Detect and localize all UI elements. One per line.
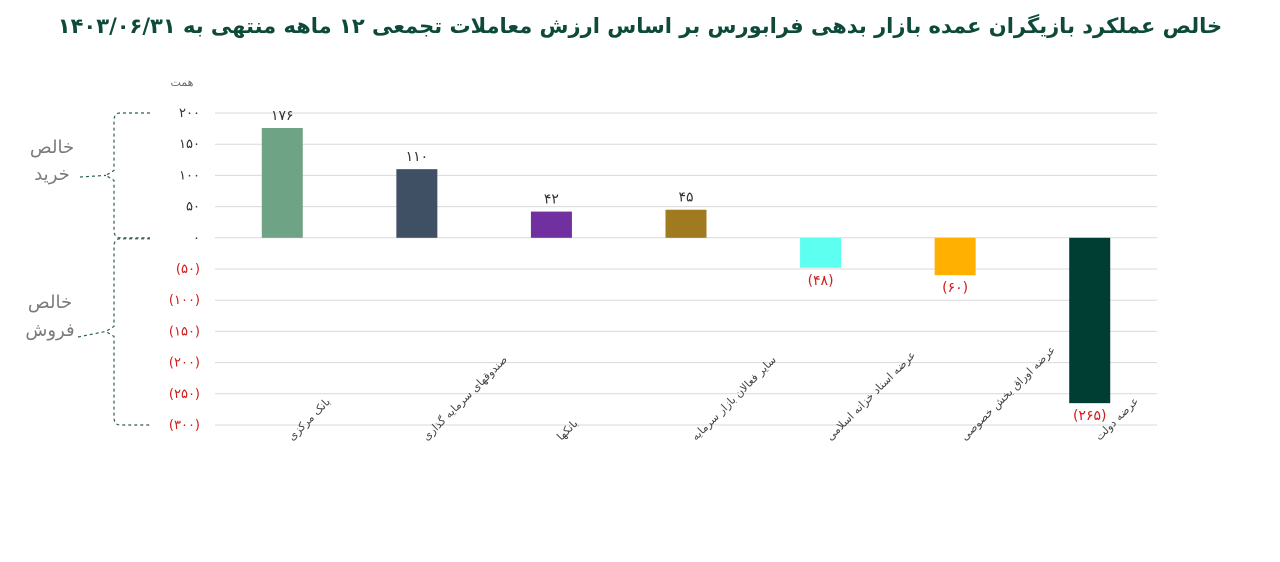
bar	[261, 127, 303, 238]
buy-bracket	[104, 112, 150, 239]
bar-data-label: (۶۰)	[942, 280, 968, 296]
y-tick-label: (۲۰۰)	[169, 356, 200, 371]
category-label: سایر فعالان بازار سرمایه	[689, 353, 779, 443]
buy-connector	[79, 174, 107, 178]
bar	[934, 237, 976, 276]
chart-title: خالص عملکرد بازیگران عمده بازار بدهی فرا…	[57, 14, 1223, 38]
category-label: صندوقهای سرمایه گذاری	[420, 353, 510, 443]
y-tick-label: (۳۰۰)	[169, 418, 200, 433]
buy-annotation-line2: خرید	[34, 164, 70, 185]
y-tick-label: ۲۰۰	[179, 106, 200, 121]
y-tick-label: ۵۰	[186, 200, 200, 215]
category-labels: بانک مرکزی صندوقهای سرمایه گذاری بانکها سای…	[285, 343, 1141, 443]
unit-label: همت	[171, 76, 194, 89]
bar-data-label: ۱۷۶	[271, 108, 294, 124]
y-tick-label: ۰	[193, 231, 200, 246]
bar-data-label: ۴۵	[678, 190, 693, 206]
y-tick-label: (۵۰)	[176, 262, 200, 277]
bars	[261, 127, 1111, 404]
bar	[665, 209, 707, 238]
bar-data-label: ۱۱۰	[406, 149, 429, 165]
bar	[1069, 237, 1111, 404]
y-tick-label: (۱۵۰)	[169, 324, 200, 339]
sell-bracket	[104, 238, 150, 426]
category-label: بانکها	[554, 417, 580, 443]
y-tick-label: (۱۰۰)	[169, 293, 200, 308]
data-labels: ۱۷۶ ۱۱۰ ۴۲ ۴۵ (۴۸) (۶۰) (۲۶۵)	[271, 108, 1106, 424]
y-axis-ticks: ۲۰۰ ۱۵۰ ۱۰۰ ۵۰ ۰ (۵۰) (۱۰۰) (۱۵۰) (۲۰۰) (۲۵۰) (۳۰۰…	[169, 106, 200, 433]
bar-data-label: ۴۲	[544, 192, 559, 208]
bar	[530, 211, 572, 238]
bar	[800, 237, 842, 268]
y-tick-label: ۱۰۰	[179, 168, 200, 183]
sell-connector	[77, 330, 107, 338]
sell-annotation-line2: فروش	[25, 320, 74, 341]
side-brackets	[77, 112, 150, 426]
category-label: عرضه اوراق بخش خصوصی	[958, 343, 1058, 443]
buy-annotation-line1: خالص	[30, 137, 74, 158]
category-label: بانک مرکزی	[285, 395, 333, 443]
sell-annotation-line1: خالص	[28, 292, 72, 313]
bar-data-label: (۴۸)	[808, 273, 834, 289]
y-tick-label: ۱۵۰	[179, 137, 200, 152]
bar-data-label: (۲۶۵)	[1073, 408, 1106, 424]
y-tick-label: (۲۵۰)	[169, 387, 200, 402]
bar	[396, 169, 438, 238]
